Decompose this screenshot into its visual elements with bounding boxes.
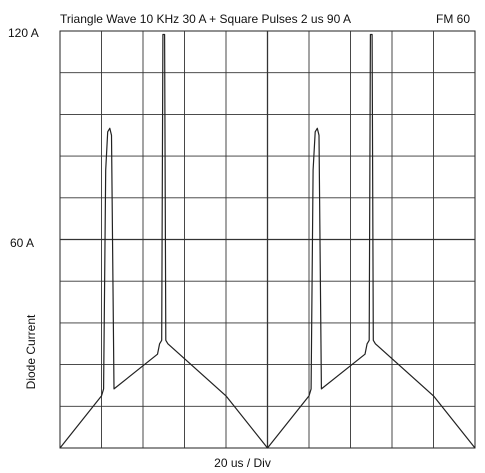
y-tick-label-top: 120 A <box>8 26 39 40</box>
chart-tag: FM 60 <box>436 12 471 26</box>
chart-title: Triangle Wave 10 KHz 30 A + Square Pulse… <box>60 12 351 26</box>
y-axis-label: Diode Current <box>24 314 38 390</box>
x-axis-label: 20 us / Div <box>214 456 271 470</box>
grid <box>60 31 475 448</box>
series-group <box>59 33 476 449</box>
y-tick-label-mid: 60 A <box>10 236 35 250</box>
series-line-1 <box>59 33 476 449</box>
